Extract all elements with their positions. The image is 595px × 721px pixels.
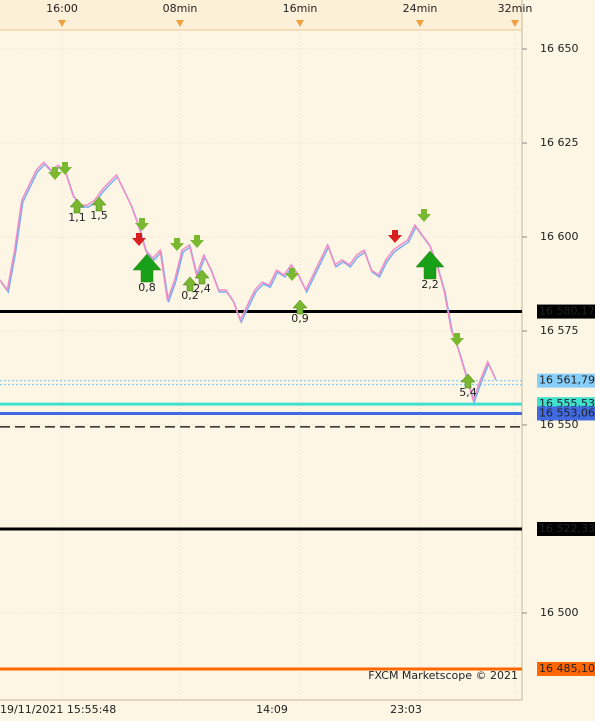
top-time-label: 24min	[403, 2, 438, 15]
top-bar	[0, 0, 522, 30]
level-label: 16 522,33	[539, 522, 595, 535]
time-marker	[416, 20, 424, 27]
up-arrow	[182, 276, 198, 292]
y-tick-label: 16 625	[540, 136, 579, 149]
y-tick-label: 16 650	[540, 42, 579, 55]
level-label-box	[537, 406, 595, 421]
level-label-box	[537, 373, 595, 388]
grid	[0, 30, 522, 700]
signal-label: 0,8	[138, 281, 156, 294]
top-time-label: 16:00	[46, 2, 78, 15]
watermark: FXCM Marketscope © 2021	[368, 669, 518, 682]
level-label: 16 580,17	[539, 305, 595, 318]
y-tick-label: 16 575	[540, 324, 579, 337]
bottom-time-label: 23:03	[390, 703, 422, 716]
signal-label: 2,4	[193, 282, 211, 295]
down-arrow	[58, 162, 72, 175]
down-arrow	[417, 209, 431, 222]
bottom-time-label: 14:09	[256, 703, 288, 716]
level-label: 16 553,06	[539, 406, 595, 419]
down-arrow	[388, 230, 402, 243]
down-arrow	[132, 233, 146, 246]
signal-label: 1,5	[90, 209, 108, 222]
top-time-label: 16min	[283, 2, 318, 15]
up-arrow	[91, 196, 107, 212]
down-arrow	[285, 268, 299, 281]
bottom-time-label: 19/11/2021 15:55:48	[0, 703, 116, 716]
signal-label: 0,9	[291, 312, 309, 325]
y-tick-label: 16 500	[540, 606, 579, 619]
level-label-box	[537, 661, 595, 676]
signal-label: 1,1	[68, 211, 86, 224]
down-arrow	[170, 238, 184, 251]
time-marker	[176, 20, 184, 27]
up-arrow	[460, 373, 476, 389]
level-label: 16 561,79	[539, 374, 595, 387]
time-marker	[511, 20, 519, 27]
level-label-box	[537, 304, 595, 319]
time-marker	[58, 20, 66, 27]
signal-label: 5,4	[459, 386, 477, 399]
top-time-label: 32min	[498, 2, 533, 15]
y-tick-label: 16 600	[540, 230, 579, 243]
down-arrow	[48, 167, 62, 180]
up-arrow	[69, 198, 85, 214]
time-marker	[296, 20, 304, 27]
up-arrow	[194, 269, 210, 285]
down-arrow	[450, 333, 464, 346]
up-arrow	[415, 250, 445, 280]
plot: 1,1 1,5 0,8 0,22,4 0,9 2,2 5,4	[0, 161, 497, 405]
y-tick-label: 16 550	[540, 418, 579, 431]
top-time-label: 08min	[163, 2, 198, 15]
level-label-box	[537, 521, 595, 536]
signals	[48, 162, 464, 346]
signal-label: 0,2	[181, 289, 199, 302]
signal-label: 2,2	[421, 278, 439, 291]
down-arrow	[135, 218, 149, 231]
up-arrow	[292, 299, 308, 315]
down-arrow	[190, 235, 204, 248]
level-label: 16 485,10	[539, 662, 595, 675]
up-arrow	[132, 253, 162, 283]
